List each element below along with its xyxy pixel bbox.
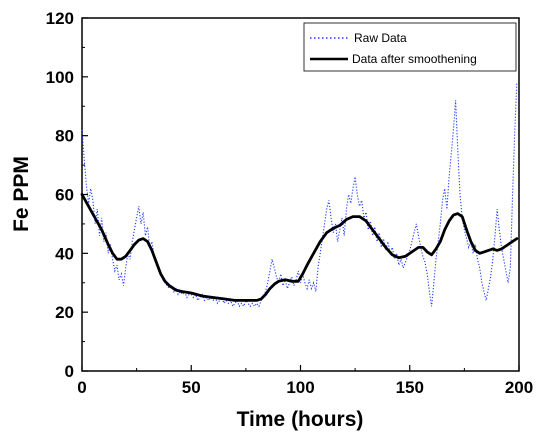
legend-box xyxy=(303,22,517,72)
ticks-layer: 0 50 100 150 200 0 20 40 60 80 100 120 xyxy=(46,9,534,397)
x-tick-label: 200 xyxy=(505,378,533,397)
y-tick-label: 0 xyxy=(65,362,74,381)
x-tick-label: 100 xyxy=(286,378,314,397)
x-axis-title: Time (hours) xyxy=(237,408,364,431)
y-tick-label: 120 xyxy=(46,9,74,28)
y-tick-label: 40 xyxy=(55,244,74,263)
x-tick-label: 0 xyxy=(77,378,86,397)
y-tick-label: 60 xyxy=(55,186,74,205)
legend-label-raw-data: Raw Data xyxy=(354,31,407,45)
x-tick-label: 150 xyxy=(396,378,424,397)
series-raw-data-line xyxy=(81,82,518,308)
legend-label-smoothed: Data after smoothening xyxy=(352,52,477,66)
series-layer xyxy=(80,82,519,308)
y-tick-label: 100 xyxy=(46,68,74,87)
x-tick-label: 50 xyxy=(182,378,201,397)
legend: Raw Data Data after smoothening xyxy=(303,22,517,72)
series-smoothed-line xyxy=(80,193,519,302)
y-tick-label: 20 xyxy=(55,303,74,322)
y-tick-label: 80 xyxy=(55,127,74,146)
y-axis-title: Fe PPM xyxy=(10,156,33,232)
